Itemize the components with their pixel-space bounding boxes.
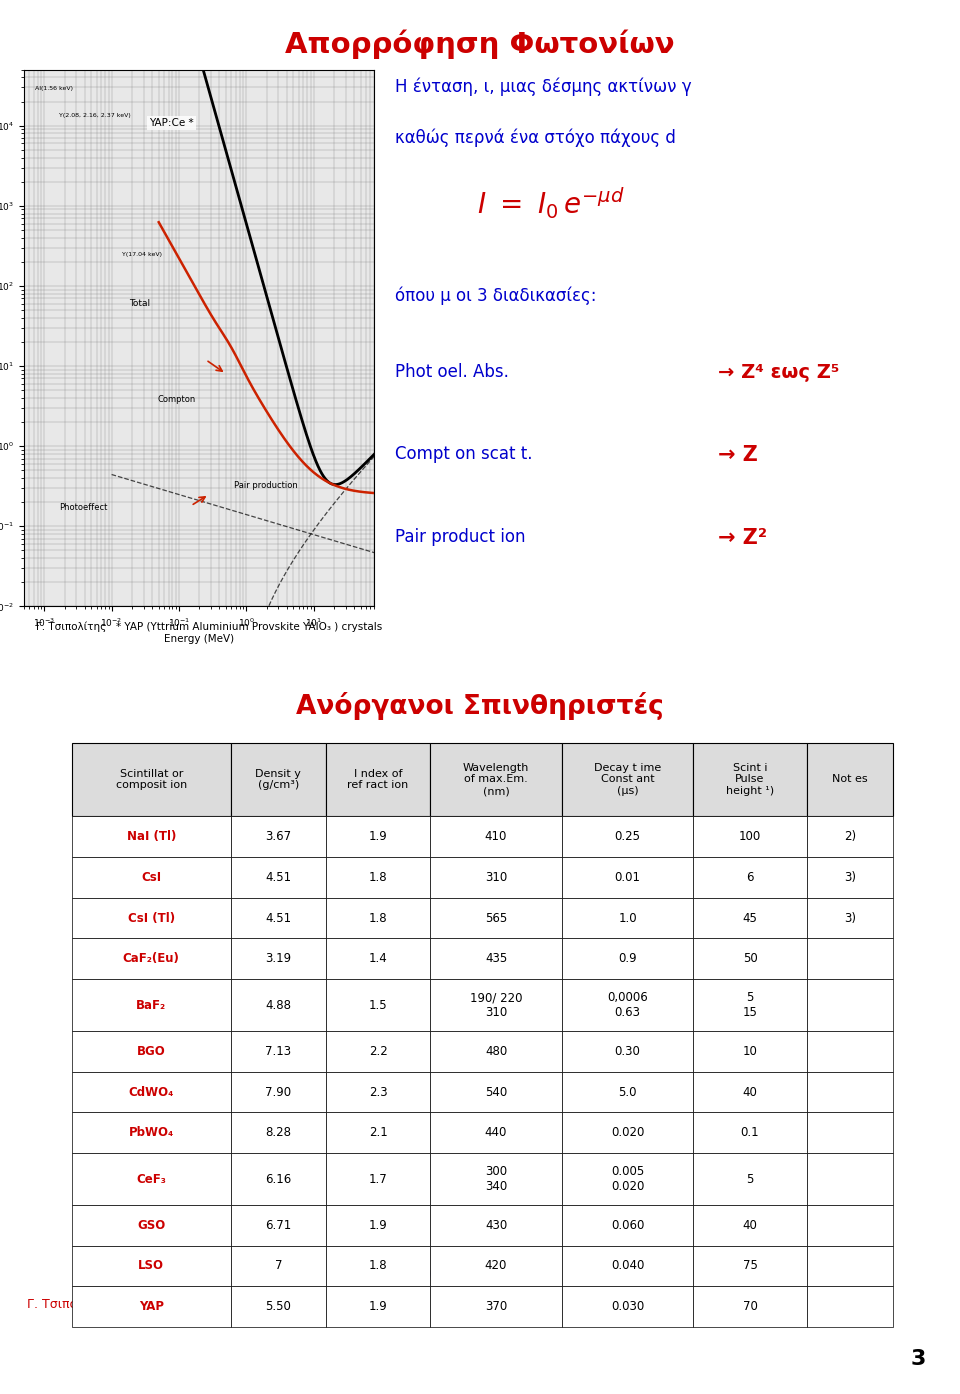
Text: 1) Relative to NaI(Tl) in %; 2) Hygroscopic; 3) Water soluble: 1) Relative to NaI(Tl) in %; 2) Hygrosco… xyxy=(109,1269,523,1284)
Text: Pair production: Pair production xyxy=(234,481,298,491)
Text: Η ένταση, ι, μιας δέσμης ακτίνων γ: Η ένταση, ι, μιας δέσμης ακτίνων γ xyxy=(396,78,692,96)
Text: Al(1.56 keV): Al(1.56 keV) xyxy=(35,86,73,91)
Text: → Z: → Z xyxy=(718,445,758,466)
Text: → Z⁴ εως Z⁵: → Z⁴ εως Z⁵ xyxy=(718,362,839,382)
Text: Γ. Τσιπολίτης: Γ. Τσιπολίτης xyxy=(27,1298,111,1312)
Text: όπου μ οι 3 διαδικασίες:: όπου μ οι 3 διαδικασίες: xyxy=(396,287,596,305)
Text: → Z²: → Z² xyxy=(718,528,767,548)
Text: YAP:Ce *: YAP:Ce * xyxy=(149,118,194,128)
Text: Compt on scat t.: Compt on scat t. xyxy=(396,445,533,463)
Text: Y(2.08, 2.16, 2.37 keV): Y(2.08, 2.16, 2.37 keV) xyxy=(60,113,131,117)
Text: Total: Total xyxy=(129,298,151,308)
Text: $I \ = \ I_0 \, e^{-\mu d}$: $I \ = \ I_0 \, e^{-\mu d}$ xyxy=(477,185,625,220)
Text: Pair product ion: Pair product ion xyxy=(396,528,526,545)
Text: Compton: Compton xyxy=(157,396,196,404)
Text: Y(17.04 keV): Y(17.04 keV) xyxy=(122,252,162,256)
Text: Γ. Τσιπολίτης   * YAP (Yttrium Aluminium Provskite YAlO₃ ) crystals: Γ. Τσιπολίτης * YAP (Yttrium Aluminium P… xyxy=(36,622,382,633)
Text: καθώς περνά ένα στόχο πάχους d: καθώς περνά ένα στόχο πάχους d xyxy=(396,128,676,146)
Text: Ανόργανοι Σπινθηριστές: Ανόργανοι Σπινθηριστές xyxy=(296,693,664,721)
Text: 3: 3 xyxy=(911,1349,926,1369)
X-axis label: Energy (MeV): Energy (MeV) xyxy=(164,634,234,644)
Text: Phot oel. Abs.: Phot oel. Abs. xyxy=(396,362,509,381)
Text: Απορρόφηση Φωτονίων: Απορρόφηση Φωτονίων xyxy=(285,29,675,60)
Text: Photoeffect: Photoeffect xyxy=(60,503,108,512)
